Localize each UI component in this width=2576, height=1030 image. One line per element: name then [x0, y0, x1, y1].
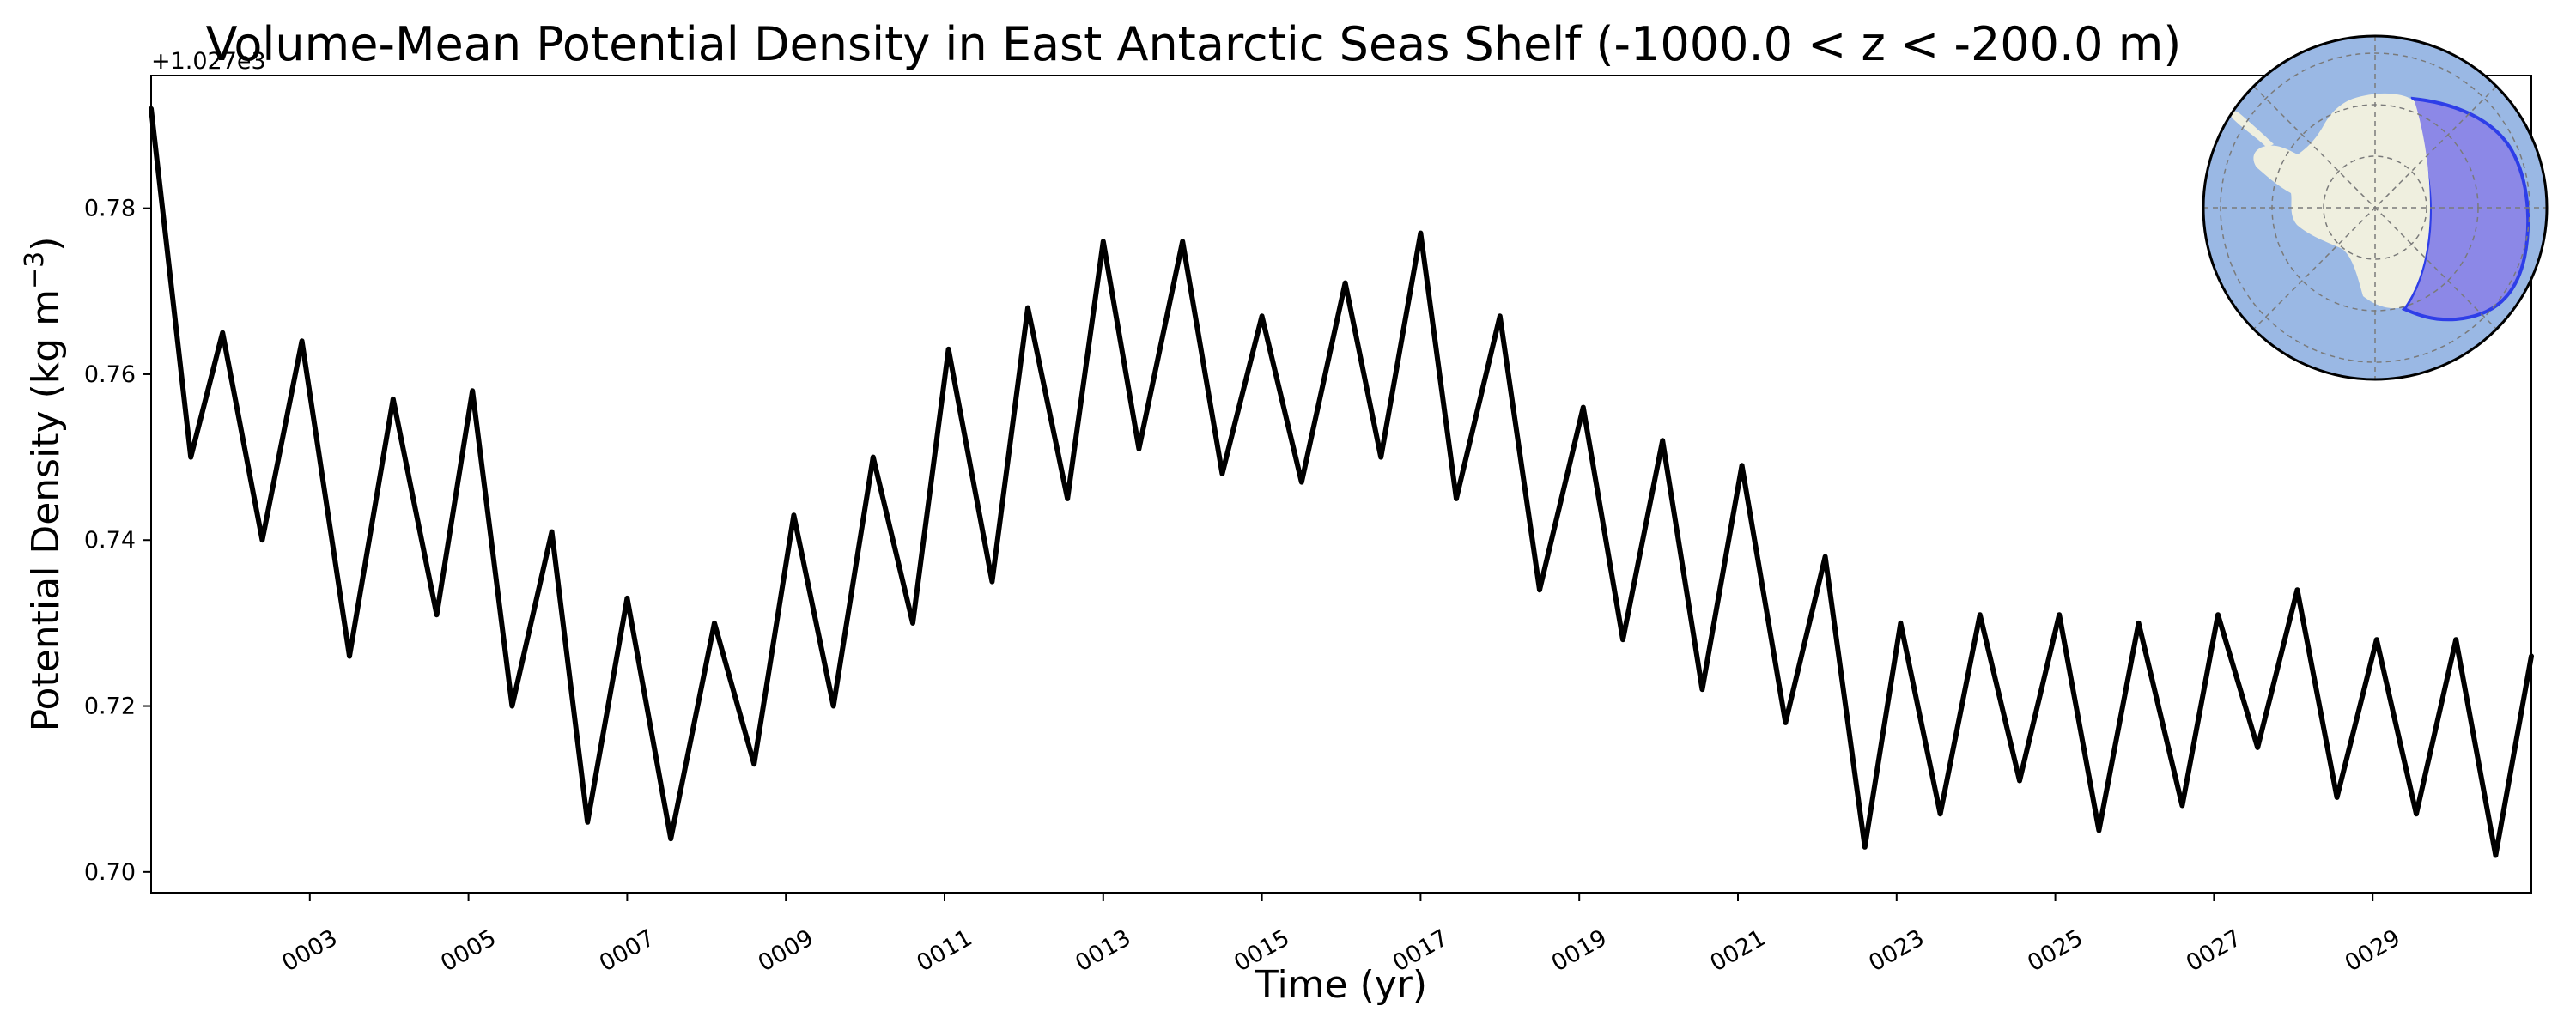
x-tick-label: 0021 — [1705, 924, 1770, 977]
y-tick-label: 0.74 — [84, 527, 136, 554]
x-tick-label: 0027 — [2182, 924, 2246, 977]
y-axis-ticks: 0.70 0.72 0.74 0.76 0.78 — [84, 196, 151, 886]
y-tick-label: 0.70 — [84, 859, 136, 886]
y-axis-label-exponent: −3 — [20, 251, 50, 289]
y-tick-label: 0.76 — [84, 361, 136, 388]
y-offset-label: +1.027e3 — [151, 48, 266, 75]
x-tick-label: 0007 — [595, 924, 659, 977]
x-tick-label: 0005 — [436, 924, 501, 977]
y-axis-label-main: Potential Density (kg m — [24, 289, 68, 731]
y-tick-label: 0.72 — [84, 694, 136, 720]
x-axis-label: Time (yr) — [1255, 963, 1427, 1007]
y-axis-label-close: ) — [24, 237, 68, 251]
x-tick-label: 0011 — [912, 924, 976, 977]
antarctic-peninsula — [2230, 111, 2274, 148]
x-tick-label: 0013 — [1071, 924, 1135, 977]
density-series-line — [149, 106, 2534, 858]
x-tick-label: 0019 — [1547, 924, 1612, 977]
x-tick-label: 0003 — [277, 924, 342, 977]
x-tick-label: 0029 — [2341, 924, 2405, 977]
antarctica-land — [2253, 93, 2430, 309]
x-tick-label: 0009 — [754, 924, 818, 977]
plot-frame — [150, 75, 2532, 894]
highlighted-region — [2401, 96, 2530, 322]
antarctica-region-map — [2202, 34, 2549, 381]
x-tick-label: 0025 — [2023, 924, 2087, 977]
map-border — [2202, 34, 2549, 381]
y-tick-label: 0.78 — [84, 196, 136, 222]
y-axis-label: Potential Density (kg m−3) — [20, 237, 68, 732]
chart-title: Volume-Mean Potential Density in East An… — [206, 17, 2182, 71]
x-tick-label: 0023 — [1864, 924, 1929, 977]
